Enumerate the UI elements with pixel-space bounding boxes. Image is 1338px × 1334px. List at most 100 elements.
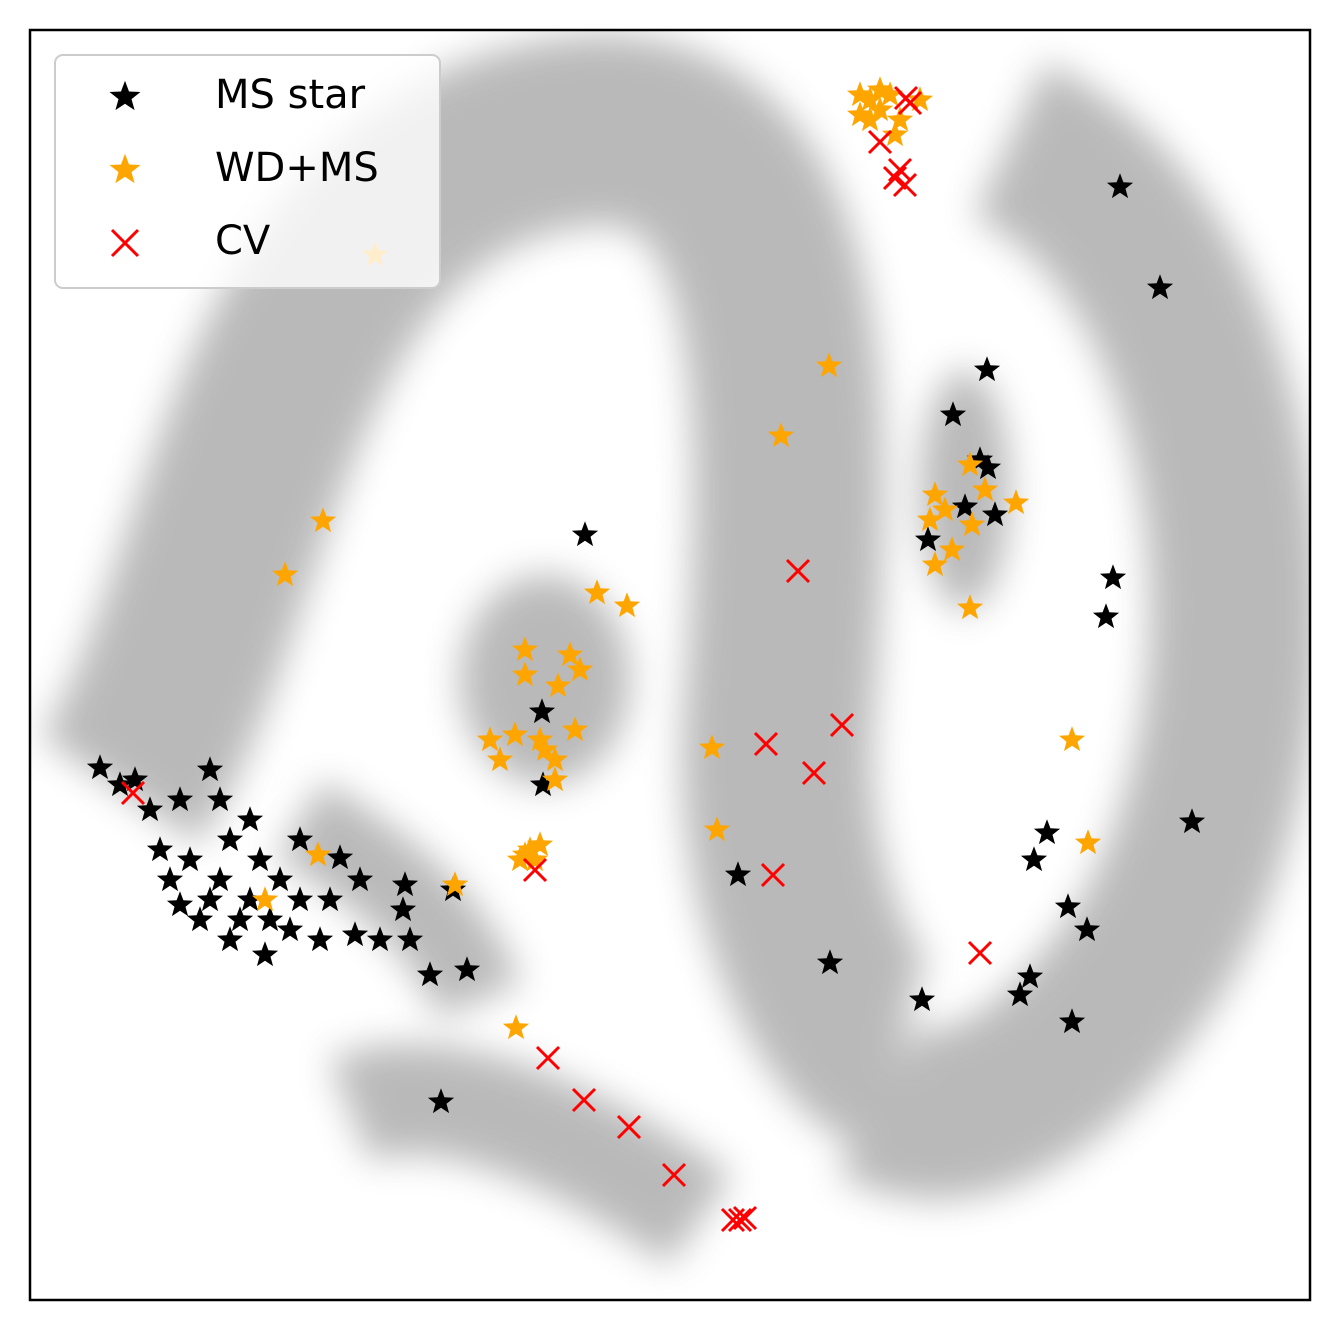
star-marker [856,86,884,112]
star-marker [441,871,469,897]
legend-label: WD+MS [215,145,379,191]
star-marker [526,831,554,857]
legend-box [54,54,441,289]
x-marker [120,780,146,806]
star-marker [146,836,174,862]
star-marker [974,454,1002,480]
star-marker [906,86,934,112]
star-marker [476,726,504,752]
legend-label: CV [215,218,271,264]
star-marker [815,352,843,378]
star-marker [1058,1008,1086,1034]
star-marker [453,956,481,982]
star-marker [566,656,594,682]
star-marker [176,846,204,872]
star-marker [346,866,374,892]
star-marker [246,846,274,872]
star-marker [528,698,556,724]
x-marker [882,165,908,191]
star-marker [931,496,959,522]
star-marker [613,592,641,618]
star-marker [506,846,534,872]
star-marker [106,771,134,797]
star-marker [266,866,294,892]
star-marker [326,844,354,870]
star-marker [502,1014,530,1040]
x-marker [753,731,779,757]
star-marker [846,81,874,107]
star-marker [511,661,539,687]
star-marker [529,771,557,797]
x-marker [801,760,827,786]
star-marker [866,96,894,122]
star-marker [1074,829,1102,855]
star-marker [166,891,194,917]
star-marker [136,796,164,822]
cloud-band [40,34,941,1154]
star-marker [526,726,554,752]
star-marker [511,636,539,662]
star-marker [956,594,984,620]
x-marker [892,172,918,198]
star-marker [306,926,334,952]
star-marker [866,76,894,102]
star-marker [251,941,279,967]
star-marker [86,754,114,780]
star-marker [724,861,752,887]
star-marker [286,886,314,912]
cloud-blob [460,575,630,785]
star-marker [846,101,874,127]
star-marker [556,641,584,667]
star-marker [516,836,544,862]
star-marker [876,81,904,107]
star-marker [316,886,344,912]
x-marker [727,1207,753,1233]
series [120,85,993,1233]
x-marker [867,129,893,155]
x-marker [732,1205,758,1231]
star-marker [1033,819,1061,845]
legend-marker [110,228,140,258]
star-marker [971,476,999,502]
star-marker [938,536,966,562]
x-marker [616,1114,642,1140]
star-marker [1054,893,1082,919]
star-marker [561,716,589,742]
star-marker [914,526,942,552]
cloud-band [329,1044,732,1266]
star-marker [958,511,986,537]
star-marker [939,401,967,427]
star-marker [427,1088,455,1114]
star-marker [156,866,184,892]
star-marker [366,926,394,952]
star-marker [1006,981,1034,1007]
x-marker [661,1162,687,1188]
series [86,173,1206,1114]
star-marker [921,481,949,507]
legend-marker [109,153,141,184]
star-marker [1092,603,1120,629]
star-marker [583,579,611,605]
star-marker [341,921,369,947]
star-marker [541,746,569,772]
star-marker [236,886,264,912]
x-marker [967,940,993,966]
legend-marker [109,80,141,111]
star-marker [256,906,284,932]
x-marker [571,1087,597,1113]
star-marker [1099,564,1127,590]
star-marker [186,906,214,932]
star-marker [416,961,444,987]
series [251,76,1102,1040]
star-marker [1002,489,1030,515]
star-marker [196,886,224,912]
star-marker [916,506,944,532]
x-marker [535,1045,561,1071]
star-marker [271,561,299,587]
star-marker [206,866,234,892]
star-marker [166,786,194,812]
star-marker [251,886,279,912]
star-marker [206,786,234,812]
star-marker [309,507,337,533]
